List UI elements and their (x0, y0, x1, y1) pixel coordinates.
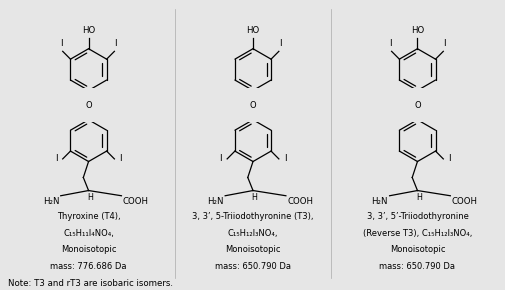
Text: Note: T3 and rT3 are isobaric isomers.: Note: T3 and rT3 are isobaric isomers. (8, 279, 172, 288)
Text: H₂N: H₂N (42, 197, 59, 206)
Text: H: H (251, 193, 257, 202)
Text: I: I (278, 39, 281, 48)
Text: I: I (219, 154, 222, 163)
Text: mass: 776.686 Da: mass: 776.686 Da (50, 262, 127, 271)
Text: HO: HO (410, 26, 423, 35)
Text: I: I (60, 39, 63, 48)
Text: (Reverse T3), C₁₅H₁₂I₃NO₄,: (Reverse T3), C₁₅H₁₂I₃NO₄, (362, 229, 471, 238)
Text: H: H (87, 193, 93, 202)
Text: mass: 650.790 Da: mass: 650.790 Da (215, 262, 290, 271)
Text: COOH: COOH (451, 197, 477, 206)
Text: Thyroxine (T4),: Thyroxine (T4), (57, 212, 120, 221)
Text: 3, 3’, 5’-Triiodothyronine: 3, 3’, 5’-Triiodothyronine (366, 212, 468, 221)
Text: I: I (283, 154, 286, 163)
Text: 3, 3’, 5-Triiodothyronine (T3),: 3, 3’, 5-Triiodothyronine (T3), (192, 212, 313, 221)
Text: Monoisotopic: Monoisotopic (389, 245, 444, 254)
Text: Monoisotopic: Monoisotopic (225, 245, 280, 254)
Text: H₂N: H₂N (371, 197, 387, 206)
Text: I: I (114, 39, 117, 48)
Text: I: I (119, 154, 122, 163)
Text: O: O (413, 101, 420, 110)
Text: COOH: COOH (287, 197, 313, 206)
Text: I: I (55, 154, 58, 163)
Text: H₂N: H₂N (207, 197, 223, 206)
Text: I: I (447, 154, 450, 163)
Text: I: I (388, 39, 391, 48)
Text: HO: HO (82, 26, 95, 35)
Text: O: O (249, 101, 256, 110)
Text: COOH: COOH (123, 197, 148, 206)
Text: HO: HO (246, 26, 259, 35)
Text: O: O (85, 101, 92, 110)
Text: C₁₅H₁₁I₄NO₄,: C₁₅H₁₁I₄NO₄, (63, 229, 114, 238)
Text: H: H (415, 193, 421, 202)
Text: I: I (442, 39, 445, 48)
Text: C₁₅H₁₂I₃NO₄,: C₁₅H₁₂I₃NO₄, (227, 229, 278, 238)
Text: mass: 650.790 Da: mass: 650.790 Da (379, 262, 454, 271)
Text: Monoisotopic: Monoisotopic (61, 245, 116, 254)
